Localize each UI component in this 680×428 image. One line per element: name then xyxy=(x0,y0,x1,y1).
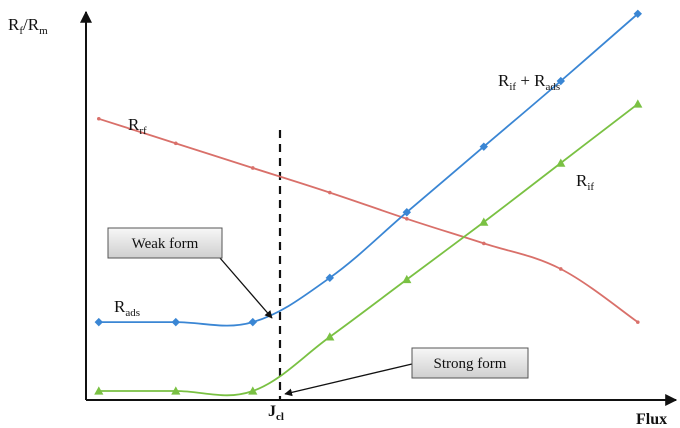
weak-form-callout: Weak form xyxy=(107,227,273,319)
data-point-rif_ads-2 xyxy=(248,317,257,327)
data-point-rif_ads-6 xyxy=(556,76,565,86)
series-line-rif_ads xyxy=(98,13,639,327)
data-point-rrf-6 xyxy=(559,267,563,271)
axes xyxy=(80,10,678,406)
x-axis-label: Flux xyxy=(636,411,667,428)
data-point-rif-7 xyxy=(633,99,643,108)
data-point-rif-1 xyxy=(171,386,181,395)
series-rif xyxy=(94,99,643,397)
series-rrf xyxy=(97,116,640,324)
data-point-rif-5 xyxy=(479,217,489,226)
label-rads: Rads xyxy=(114,297,140,319)
data-point-rrf-1 xyxy=(174,141,178,146)
series-label-rrf: Rrf xyxy=(128,115,147,137)
data-point-rrf-3 xyxy=(328,190,332,195)
data-point-rif_ads-7 xyxy=(633,9,642,18)
data-point-rif_ads-4 xyxy=(402,208,411,217)
series-label-rif-ads: Rif + Rads xyxy=(498,71,560,93)
data-point-rif_ads-5 xyxy=(479,142,488,151)
data-point-rrf-7 xyxy=(636,320,640,324)
data-point-rrf-5 xyxy=(482,241,486,246)
data-point-rif-3 xyxy=(325,332,335,341)
series-label-rif: Rif xyxy=(576,171,594,193)
data-point-rrf-0 xyxy=(97,116,101,121)
y-axis-label: Rf/Rm xyxy=(8,15,48,37)
data-point-rif_ads-3 xyxy=(325,273,334,283)
x-tick-label-critical-flux: Jcl xyxy=(268,403,284,423)
data-point-rif-2 xyxy=(248,386,258,395)
strong-form-pointer xyxy=(284,363,413,397)
series-line-rrf xyxy=(98,117,639,323)
weak-form-pointer xyxy=(219,257,273,319)
data-point-rif-4 xyxy=(402,274,412,284)
data-point-rif-6 xyxy=(556,158,566,167)
weak-form-box xyxy=(107,227,223,259)
series-rif-ads xyxy=(94,9,642,327)
data-point-rif-0 xyxy=(94,386,104,395)
data-point-rrf-2 xyxy=(251,166,255,170)
strong-form-callout: Strong form xyxy=(284,347,529,397)
data-point-rif_ads-1 xyxy=(171,317,180,327)
data-point-rif_ads-0 xyxy=(94,317,103,327)
series-line-rif xyxy=(98,103,639,397)
data-point-rrf-4 xyxy=(405,217,409,221)
strong-form-text: Strong form xyxy=(434,356,507,372)
weak-form-text: Weak form xyxy=(132,236,199,252)
strong-form-box xyxy=(411,347,529,379)
